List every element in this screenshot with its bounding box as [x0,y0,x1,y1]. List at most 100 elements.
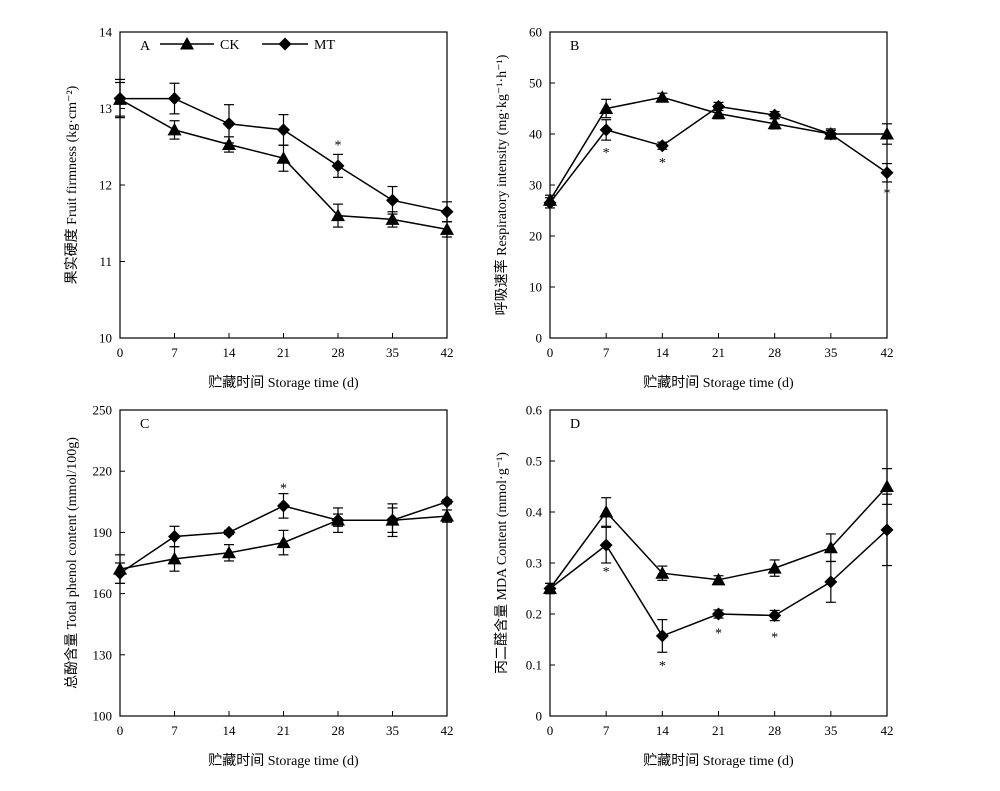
data-point-ck [440,222,454,235]
data-point-mt [712,607,725,621]
data-point-mt [440,495,454,509]
series-mt [113,78,454,223]
data-point-ck [167,551,182,565]
y-tick-label: 30 [529,178,542,193]
y-tick-label: 11 [99,254,112,269]
data-point-ck [440,509,454,522]
x-tick-label: 42 [441,723,454,738]
data-point-mt [222,117,236,131]
data-point-ck [655,90,670,103]
y-tick-label: 0.5 [526,454,542,469]
data-point-mt [599,538,613,552]
y-tick-label: 40 [529,127,542,142]
data-point-ck [385,212,400,225]
series-line-mt [549,105,888,204]
y-tick-label: 50 [529,76,542,91]
y-tick-label: 14 [99,25,113,40]
data-point-mt [543,582,557,595]
data-point-mt [113,566,127,580]
data-point-mt [386,193,399,207]
data-point-ck [767,561,782,574]
x-tick-label: 14 [656,345,670,360]
x-tick-label: 35 [824,345,837,360]
data-point-mt [277,123,290,137]
data-point-ck [276,535,291,549]
panel-a: A 0 7 14 21 28 35 42 10 11 12 13 14 贮藏时间 Storage time… [64,25,454,391]
x-tick-label: 28 [768,723,781,738]
y-tick-label: 0 [536,331,543,346]
data-point-mt [712,99,725,113]
y-tick-label: 0.2 [526,607,542,622]
data-point-mt [543,196,557,210]
data-point-ck [222,137,236,150]
significance-mark: * [603,565,610,580]
data-point-mt [440,205,454,219]
legend-label-ck: CK [220,38,239,53]
series-mt [113,493,454,585]
x-tick-label: 42 [441,345,454,360]
x-tick-label: 7 [171,723,178,738]
y-tick-label: 0.6 [526,403,543,418]
data-point-mt [331,159,345,173]
y-axis-title: 呼吸速率 Respiratory intensity (mg·kg⁻¹·h⁻¹) [493,54,510,315]
x-tick-label: 0 [117,723,124,738]
panel-label: A [140,39,151,54]
y-axis-title: 总酚含量 Total phenol content (mmol/100g) [64,437,80,689]
x-tick-label: 14 [223,723,237,738]
y-tick-label: 0 [536,709,543,724]
plot-frame [549,31,888,339]
y-tick-label: 20 [529,229,542,244]
x-axis-title: 贮藏时间 Storage time (d) [643,375,794,391]
series-ck [113,81,454,238]
x-tick-label: 14 [656,723,670,738]
x-tick-label: 35 [386,723,399,738]
data-point-ck [331,208,345,222]
x-tick-label: 14 [223,345,237,360]
data-point-mt [386,513,399,527]
y-axis-title: 丙二醛含量 MDA Content (mmol·g⁻¹) [494,452,510,674]
y-tick-label: 12 [99,178,112,193]
data-point-mt [168,529,181,543]
x-tick-label: 35 [386,345,399,360]
data-point-ck [276,151,291,164]
data-point-ck [599,101,614,114]
panel-d: D 0 7 14 21 28 35 42 0 0.1 0.2 0.3 0.4 0.5 0.6 贮藏时间 Sto… [494,403,894,769]
data-point-ck [880,127,894,140]
x-tick-label: 21 [712,723,725,738]
x-tick-label: 21 [712,345,725,360]
significance-mark: * [659,156,666,171]
x-tick-label: 28 [768,345,781,360]
data-point-ck [767,116,782,130]
data-point-mt [880,166,894,180]
x-tick-label: 0 [117,345,124,360]
data-point-ck [599,505,614,518]
y-tick-label: 10 [99,331,112,346]
data-point-mt [655,139,669,153]
significance-mark: * [884,187,891,202]
x-tick-label: 21 [277,723,290,738]
data-point-mt [222,525,236,539]
y-axis-title: 果实硬度 Fruit firmness (kg·cm⁻²) [64,85,80,284]
data-point-ck [823,540,838,554]
y-tick-label: 60 [529,25,542,40]
series-mt [543,99,894,210]
y-tick-label: 130 [93,647,113,662]
y-tick-label: 250 [93,403,113,418]
x-tick-label: 0 [547,345,554,360]
panel-label: D [570,417,580,432]
data-point-ck [880,479,894,492]
significance-mark: * [280,482,287,497]
data-point-mt [331,513,345,527]
y-tick-label: 100 [93,709,113,724]
x-tick-label: 7 [603,723,610,738]
legend-label-mt: MT [314,38,335,53]
x-tick-label: 42 [881,345,894,360]
data-point-mt [824,127,838,141]
significance-mark: * [603,146,610,161]
data-point-mt [599,123,613,137]
data-point-mt [768,108,782,122]
significance-mark: * [335,138,342,153]
x-axis-title: 贮藏时间 Storage time (d) [208,753,359,769]
x-axis-title: 贮藏时间 Storage time (d) [643,753,794,769]
